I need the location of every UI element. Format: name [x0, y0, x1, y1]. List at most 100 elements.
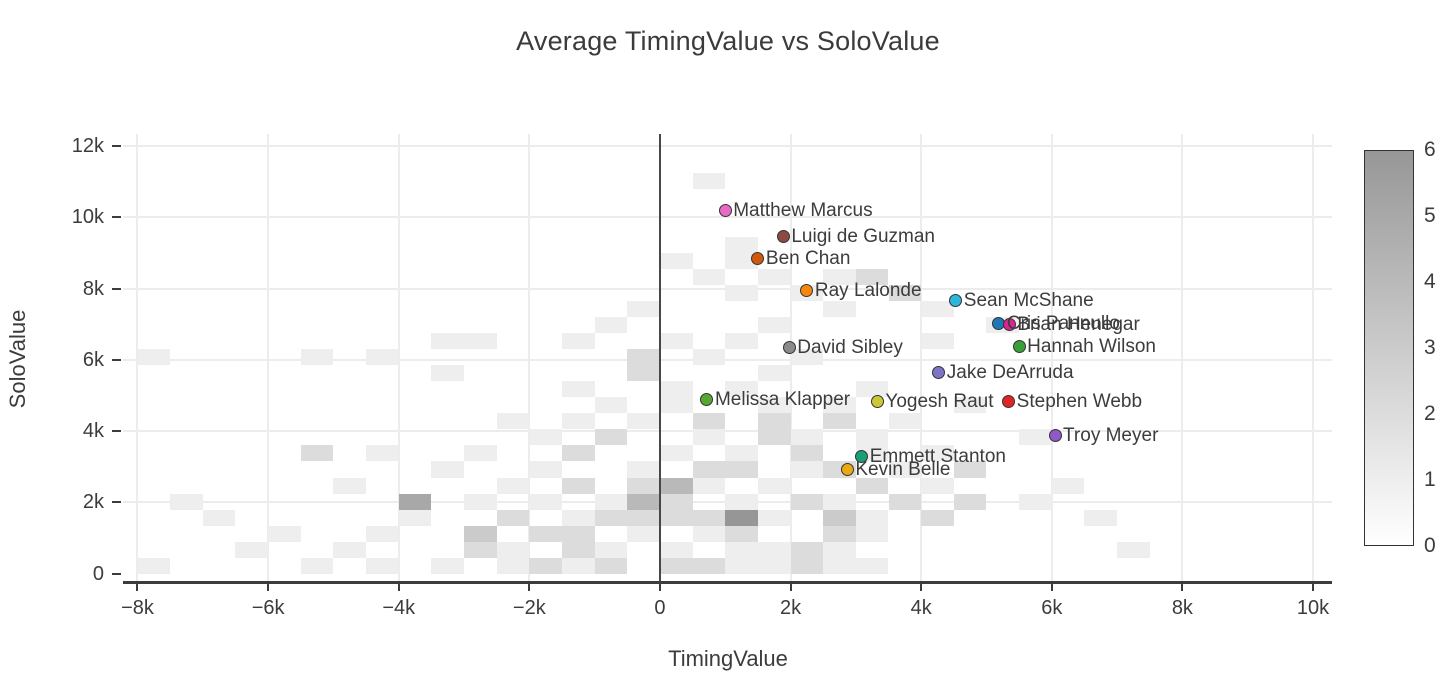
heatmap-cell: [692, 509, 726, 526]
heatmap-cell: [921, 445, 954, 462]
colorbar-tick-label: 5: [1424, 204, 1436, 227]
x-tick-−4k: [397, 584, 400, 591]
data-point-luigi-de-guzman[interactable]: [776, 230, 790, 244]
heatmap-cell: [300, 349, 334, 366]
data-point-kevin-belle[interactable]: [840, 462, 854, 476]
heatmap-cell: [464, 541, 497, 558]
x-tick-label: 6k: [1041, 597, 1063, 619]
gridline-y-4000: [123, 430, 1332, 433]
heatmap-cell: [561, 557, 595, 574]
heatmap-cell: [790, 557, 824, 574]
heatmap-cell: [561, 477, 595, 494]
heatmap-cell: [757, 509, 791, 526]
data-point-melissa-klapper[interactable]: [700, 393, 714, 407]
heatmap-cell: [855, 525, 889, 542]
data-point-hannah-wilson[interactable]: [1012, 339, 1026, 353]
point-label: Troy Meyer: [1063, 425, 1159, 447]
heatmap-cell: [757, 365, 791, 382]
data-point-david-sibley[interactable]: [782, 340, 796, 354]
data-point-emmett-stanton[interactable]: [855, 449, 869, 463]
data-point-brian-henegar[interactable]: [1002, 317, 1016, 331]
y-tick-6k: [112, 358, 121, 361]
data-point-ray-lalonde[interactable]: [800, 284, 814, 298]
heatmap-cell: [659, 493, 693, 510]
point-label: Luigi de Guzman: [791, 226, 936, 248]
heatmap-cell: [921, 333, 954, 350]
y-tick-label: 12k: [71, 134, 104, 157]
data-point-matthew-marcus[interactable]: [718, 203, 732, 217]
heatmap-cell: [300, 445, 334, 462]
heatmap-cell: [464, 493, 497, 510]
data-point-troy-meyer[interactable]: [1048, 429, 1062, 443]
heatmap-cell: [659, 445, 693, 462]
heatmap-cell: [790, 349, 824, 366]
heatmap-cell: [888, 284, 922, 301]
y-tick-label: 6k: [82, 348, 104, 371]
heatmap-cell: [725, 509, 758, 526]
x-tick-−6k: [267, 584, 270, 591]
heatmap-cell: [464, 333, 497, 350]
heatmap-cell: [757, 557, 791, 574]
x-tick-0: [658, 584, 661, 591]
heatmap-cell: [1117, 541, 1150, 558]
gridline-x-8000: [1181, 134, 1184, 582]
heatmap-cell: [757, 268, 791, 285]
heatmap-cell: [561, 381, 595, 398]
heatmap-cell: [757, 477, 791, 494]
heatmap-cell: [953, 397, 987, 414]
point-label: Stephen Webb: [1016, 391, 1143, 413]
heatmap-cell: [757, 317, 791, 334]
data-point-ben-chan[interactable]: [751, 251, 765, 265]
x-tick-label: −6k: [251, 597, 285, 619]
heatmap-cell: [790, 445, 824, 462]
x-tick-label: 4k: [910, 597, 932, 619]
y-tick-label: 8k: [82, 277, 104, 300]
gridline-x--4000: [397, 134, 400, 582]
heatmap-cell: [692, 461, 726, 478]
point-label: Ray Lalonde: [814, 280, 922, 302]
heatmap-cell: [627, 413, 660, 430]
heatmap-cell: [757, 397, 791, 414]
colorbar-tick-label: 3: [1424, 336, 1436, 359]
y-tick-8k: [112, 287, 121, 290]
y-tick-0: [112, 572, 121, 575]
heatmap-cell: [855, 429, 889, 446]
heatmap-cell: [561, 413, 595, 430]
data-point-stephen-webb[interactable]: [1002, 395, 1016, 409]
x-tick-label: 0: [654, 597, 666, 619]
y-tick-10k: [112, 216, 121, 219]
x-tick-2k: [789, 584, 792, 591]
heatmap-cell: [431, 365, 464, 382]
heatmap-cell: [855, 477, 889, 494]
point-label: Brian Henegar: [1017, 313, 1140, 335]
heatmap-cell: [659, 557, 693, 574]
plot-area: Matthew Marcus Luigi de Guzman Ben Chan Ray…: [123, 134, 1332, 582]
data-point-jake-dearruda[interactable]: [932, 365, 946, 379]
heatmap-cell: [496, 541, 530, 558]
gridline-y-12000: [123, 144, 1332, 147]
point-label: Ben Chan: [765, 247, 851, 269]
point-label: Jake DeArruda: [946, 361, 1074, 383]
heatmap-cell: [594, 317, 628, 334]
heatmap-cell: [921, 300, 954, 318]
colorbar-tick-label: 2: [1424, 402, 1436, 425]
x-tick-label: 10k: [1296, 597, 1330, 619]
heatmap-cell: [594, 509, 628, 526]
heatmap-cell: [137, 557, 171, 574]
gridline-x--6000: [267, 134, 270, 582]
heatmap-cell: [529, 461, 562, 478]
x-tick-10k: [1311, 584, 1314, 591]
heatmap-cell: [659, 333, 693, 350]
heatmap-cell: [659, 477, 693, 494]
heatmap-cell: [366, 349, 399, 366]
gridline-x-10000: [1311, 134, 1314, 582]
data-point-yogesh-raut[interactable]: [870, 395, 884, 409]
x-tick-−8k: [136, 584, 139, 591]
heatmap-cell: [594, 493, 628, 510]
data-point-sean-mcshane[interactable]: [949, 294, 963, 308]
heatmap-cell: [757, 541, 791, 558]
x-tick-6k: [1050, 584, 1053, 591]
heatmap-cell: [725, 525, 758, 542]
heatmap-cell: [725, 381, 758, 398]
heatmap-cell: [692, 525, 726, 542]
